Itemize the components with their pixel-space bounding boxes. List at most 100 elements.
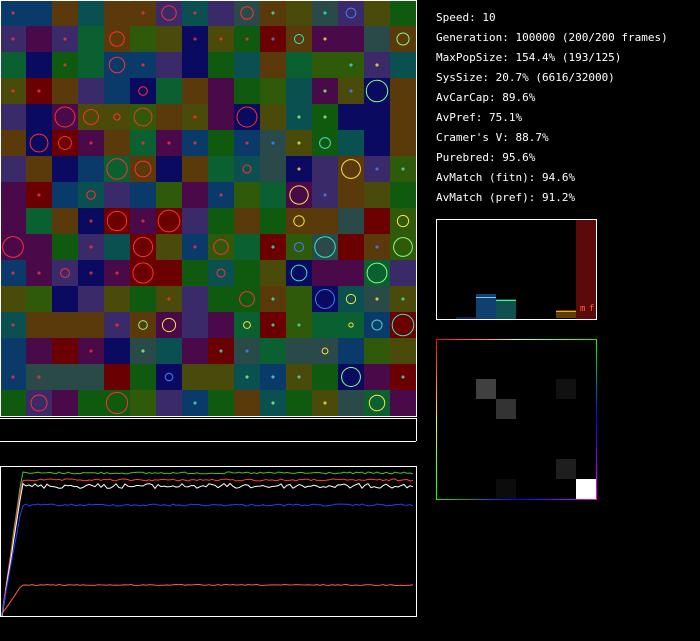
grid-cell — [26, 78, 52, 104]
creature — [375, 167, 379, 171]
creature — [133, 107, 153, 127]
creature — [341, 367, 361, 387]
grid-cell — [338, 78, 364, 104]
matrix-cell — [576, 479, 596, 499]
creature — [193, 141, 197, 145]
creature — [58, 136, 72, 150]
grid-cell — [78, 104, 104, 130]
grid-cell — [130, 260, 156, 286]
creature — [349, 89, 353, 93]
creature — [193, 11, 197, 15]
creature — [289, 185, 309, 205]
grid-cell — [312, 338, 338, 364]
grid-cell — [234, 156, 260, 182]
grid-cell — [338, 260, 364, 286]
creature — [297, 375, 301, 379]
creature — [216, 268, 226, 278]
grid-cell — [364, 182, 390, 208]
creature — [375, 297, 379, 301]
grid-cell — [234, 364, 260, 390]
grid-cell — [104, 312, 130, 338]
creature — [108, 56, 126, 74]
bar — [556, 310, 576, 318]
creature — [193, 37, 197, 41]
stat-line: SysSize: 20.7% (6616/32000) — [436, 71, 615, 84]
grid-cell — [338, 104, 364, 130]
grid-cell — [0, 78, 26, 104]
grid-cell — [104, 208, 130, 234]
creature — [141, 63, 145, 67]
grid-cell — [234, 312, 260, 338]
grid-cell — [130, 0, 156, 26]
grid-cell — [208, 26, 234, 52]
grid-cell — [286, 130, 312, 156]
grid-cell — [364, 156, 390, 182]
stat-line: Speed: 10 — [436, 11, 496, 24]
grid-cell — [286, 260, 312, 286]
grid-cell — [0, 104, 26, 130]
grid-cell — [234, 286, 260, 312]
creature — [157, 209, 181, 233]
stat-line: AvPref: 75.1% — [436, 111, 522, 124]
stat-line: Generation: 100000 (200/200 frames) — [436, 31, 668, 44]
creature — [63, 37, 67, 41]
creature — [115, 271, 119, 275]
grid-cell — [130, 338, 156, 364]
grid-cell — [26, 0, 52, 26]
creature — [391, 313, 415, 337]
grid-cell — [78, 234, 104, 260]
grid-cell — [312, 312, 338, 338]
creature — [271, 245, 275, 249]
grid-cell — [78, 338, 104, 364]
stat-line: Cramer's V: 88.7% — [436, 131, 549, 144]
grid-cell — [286, 26, 312, 52]
grid-cell — [390, 78, 416, 104]
creature — [89, 271, 93, 275]
creature — [323, 115, 327, 119]
history-line — [1, 478, 414, 615]
grid-cell — [130, 312, 156, 338]
creature — [132, 262, 154, 284]
grid-cell — [260, 338, 286, 364]
creature — [193, 401, 197, 405]
grid-cell — [364, 208, 390, 234]
grid-cell — [104, 156, 130, 182]
creature — [323, 37, 327, 41]
grid-cell — [26, 208, 52, 234]
grid-cell — [260, 208, 286, 234]
creature — [368, 394, 386, 412]
grid-cell — [130, 52, 156, 78]
grid-cell — [182, 390, 208, 416]
grid-cell — [52, 26, 78, 52]
grid-cell — [260, 182, 286, 208]
grid-cell — [312, 286, 338, 312]
grid-cell — [390, 0, 416, 26]
grid-cell — [208, 182, 234, 208]
grid-cell — [156, 156, 182, 182]
grid-cell — [312, 104, 338, 130]
creature — [219, 193, 223, 197]
creature — [83, 109, 99, 125]
stat-line: AvCarCap: 89.6% — [436, 91, 536, 104]
grid-cell — [0, 260, 26, 286]
grid-cell — [312, 52, 338, 78]
grid-cell — [26, 286, 52, 312]
bar — [576, 220, 596, 319]
creature — [290, 264, 308, 282]
history-line — [1, 482, 414, 617]
grid-cell — [78, 78, 104, 104]
grid-cell — [286, 208, 312, 234]
grid-cell — [104, 338, 130, 364]
creature — [297, 115, 301, 119]
grid-cell — [260, 156, 286, 182]
grid-cell — [286, 312, 312, 338]
grid-cell — [182, 104, 208, 130]
creature — [396, 214, 410, 228]
grid-cell — [0, 182, 26, 208]
grid-cell — [156, 338, 182, 364]
grid-cell — [312, 390, 338, 416]
grid-cell — [130, 156, 156, 182]
creature — [271, 37, 275, 41]
creature — [319, 137, 331, 149]
